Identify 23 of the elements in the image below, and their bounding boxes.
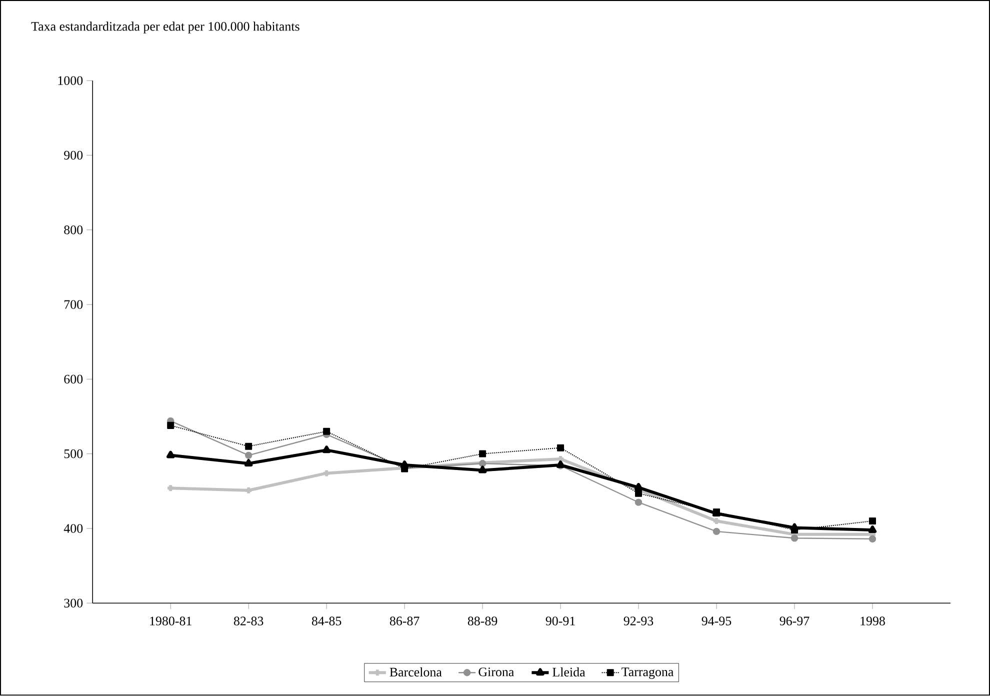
- x-tick-label: 1998: [860, 616, 885, 626]
- legend-label: Barcelona: [390, 668, 442, 677]
- x-tick-label: 92-93: [624, 616, 654, 626]
- y-tick-label: 1000: [58, 76, 83, 86]
- x-tick-label: 82-83: [234, 616, 264, 626]
- x-tick-label: 84-85: [312, 616, 342, 626]
- y-tick-label: 600: [64, 374, 83, 384]
- y-tick-label: 400: [64, 524, 83, 533]
- chart-title: Taxa estandarditzada per edat per 100.000 habitants: [31, 22, 300, 34]
- y-tick-label: 800: [64, 226, 83, 234]
- x-tick-label: 90-91: [546, 616, 575, 626]
- x-tick-label: 1980-81: [150, 616, 192, 626]
- y-tick-label: 300: [64, 598, 83, 608]
- x-tick-label: 88-89: [468, 616, 498, 626]
- x-tick-label: 94-95: [702, 616, 732, 626]
- legend-label: Tarragona: [622, 668, 674, 680]
- x-tick-label: 96-97: [780, 616, 810, 626]
- y-tick-label: 900: [64, 151, 83, 160]
- legend-label: Lleida: [552, 668, 586, 677]
- y-tick-label: 700: [64, 300, 83, 310]
- legend-label: Girona: [478, 668, 514, 676]
- x-tick-label: 86-87: [390, 616, 420, 626]
- y-tick-label: 500: [64, 450, 83, 458]
